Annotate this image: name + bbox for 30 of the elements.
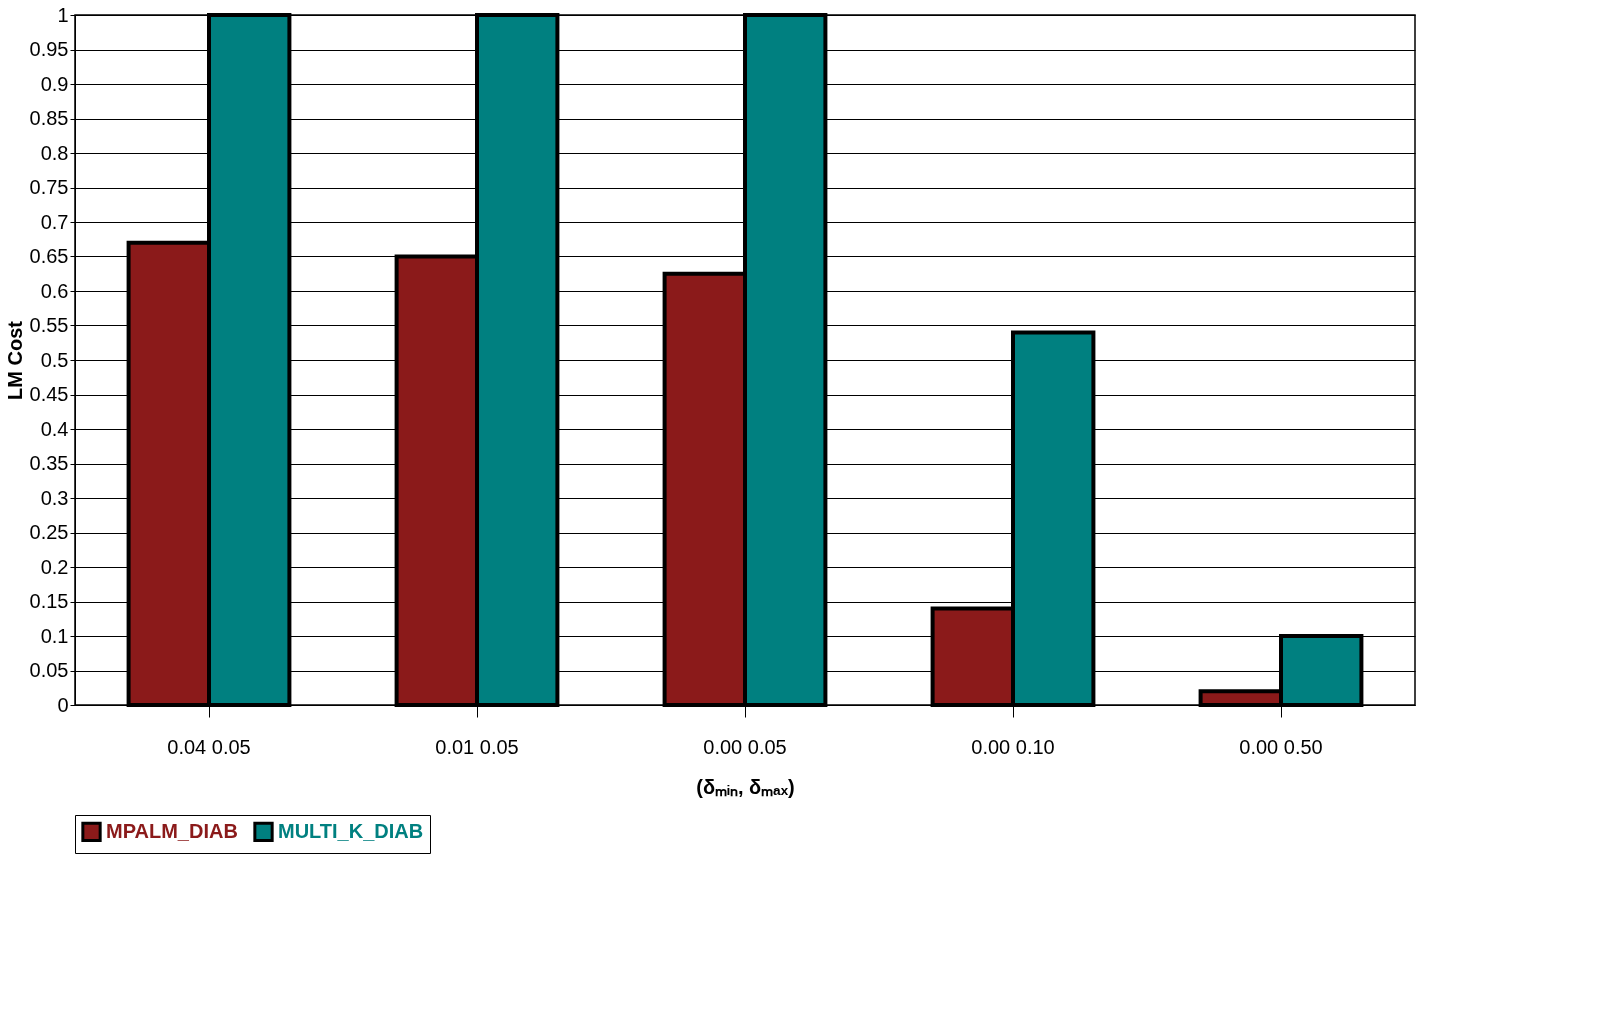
y-tick-label: 0.2 [40,555,69,578]
y-tick-label: 0.35 [29,452,69,474]
y-tick-label: 0.9 [40,72,69,95]
y-tick-label: 0.55 [29,314,69,336]
y-tick-label: 0.4 [40,417,69,440]
x-tick-label: 0.00 0.10 [971,735,1055,758]
x-tick-label: 0.04 0.05 [167,735,251,758]
x-tick-label: 0.00 0.05 [703,735,787,758]
x-tick-label: 0.00 0.50 [1239,735,1323,758]
y-tick-label: 0.3 [40,486,69,509]
y-tick-label: 1 [57,3,69,26]
y-tick-label: 0.65 [29,245,69,267]
y-tick-label: 0.75 [29,176,69,198]
x-tick-label: 0.01 0.05 [435,735,519,758]
y-tick-label: 0.45 [29,383,69,405]
y-tick-label: 0.85 [29,107,69,129]
y-tick-label: 0.5 [40,348,69,371]
y-tick-label: 0.25 [29,521,69,543]
y-tick-label: 0.05 [29,659,69,681]
x-axis-title: (δₘᵢₙ, δₘₐₓ) [696,775,795,798]
y-axis-title: LM Cost [3,320,26,400]
y-tick-label: 0 [57,693,69,716]
y-tick-label: 0.6 [40,279,69,302]
y-tick-label: 0.1 [40,624,69,647]
legend-label: MULTI_K_DIAB [278,819,424,842]
y-tick-label: 0.8 [40,141,69,164]
y-tick-label: 0.7 [40,210,69,233]
y-tick-label: 0.15 [29,590,69,612]
y-tick-label: 0.95 [29,38,69,60]
legend-label: MPALM_DIAB [106,819,238,842]
